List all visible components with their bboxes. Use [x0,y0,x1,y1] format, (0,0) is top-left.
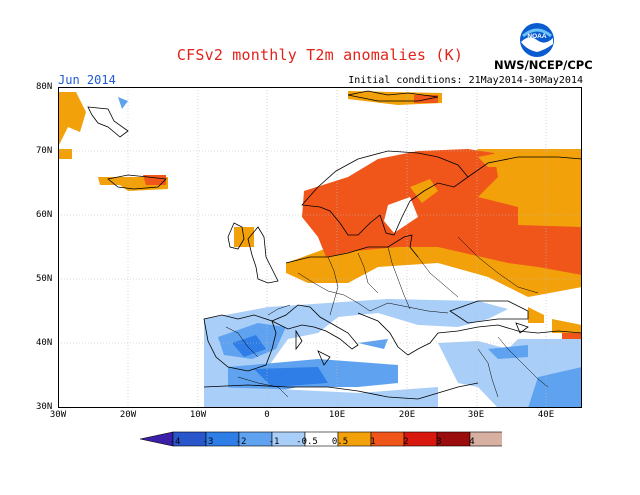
colorbar [140,431,502,447]
noaa-logo: NOAA [520,23,554,57]
borders [225,236,549,398]
colorbar-label: 0.5 [331,437,349,447]
lon-label: 20E [398,410,416,420]
lon-label: 30E [467,410,485,420]
initial-conditions: Initial conditions: 21May2014-30May2014 [348,75,583,86]
forecast-month: Jun 2014 [58,73,116,87]
colorbar-label: 3 [436,437,442,447]
colorbar-label: 2 [403,437,409,447]
lon-label: 0 [264,410,270,420]
lat-label: 30N [36,402,53,412]
chart-title: CFSv2 monthly T2m anomalies (K) [176,46,464,64]
agency-label: NWS/NCEP/CPC [494,58,593,72]
anomaly-map [58,87,582,408]
lat-label: 80N [36,82,53,92]
coastlines [87,90,582,400]
lat-label: 50N [36,274,53,284]
lat-label: 60N [36,210,53,220]
lon-label: 10E [328,410,346,420]
colorbar-label: -0.5 [296,437,318,447]
lon-label: 30W [49,410,67,420]
colorbar-label: -3 [202,437,214,447]
lat-label: 70N [36,146,53,156]
colorbar-label: -2 [235,437,247,447]
lon-label: 40E [537,410,555,420]
noaa-logo-text: NOAA [527,33,546,40]
colorbar-label: 1 [370,437,376,447]
lon-label: 20W [119,410,137,420]
lon-label: 10W [189,410,207,420]
colorbar-label: -1 [268,437,280,447]
colorbar-label: 4 [469,437,475,447]
colorbar-cell [469,431,502,447]
lat-label: 40N [36,338,53,348]
colorbar-label: -4 [169,437,181,447]
